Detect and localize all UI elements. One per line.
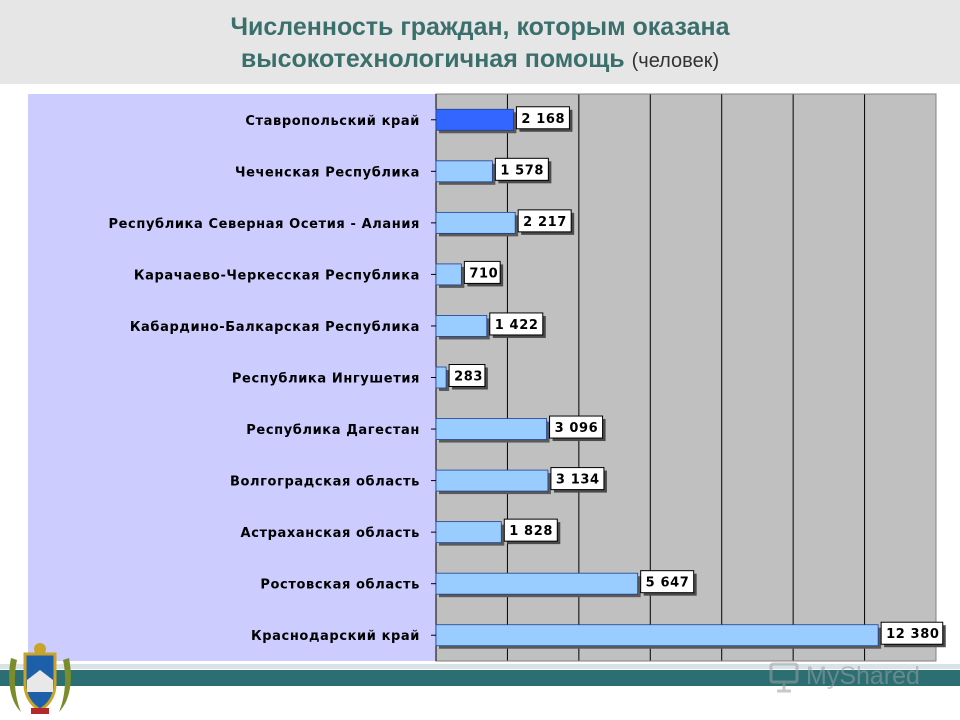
category-labels: Ставропольский край Чеченская Республика Р… bbox=[109, 114, 436, 644]
data-label: 710 bbox=[469, 266, 498, 281]
data-label: 283 bbox=[454, 370, 483, 385]
data-label-box bbox=[515, 106, 570, 130]
bars bbox=[435, 108, 882, 649]
data-label: 1 828 bbox=[509, 524, 553, 539]
data-label: 2 217 bbox=[523, 215, 567, 230]
data-label: 1 578 bbox=[500, 163, 544, 178]
data-label-box bbox=[503, 518, 558, 542]
data-label-box bbox=[463, 260, 501, 284]
data-label: 3 134 bbox=[556, 473, 600, 488]
chart-title-line-2-text: высокотехнологичная помощь bbox=[240, 45, 625, 73]
footer-bar bbox=[0, 670, 960, 686]
bar bbox=[435, 366, 447, 389]
data-label-box bbox=[494, 157, 549, 181]
bar bbox=[435, 315, 488, 337]
data-label: 1 422 bbox=[495, 318, 539, 333]
chart-unit-label: (человек) bbox=[631, 50, 720, 72]
data-label-box bbox=[489, 312, 544, 336]
bar bbox=[435, 469, 549, 492]
category-label: Республика Ингушетия bbox=[232, 372, 420, 387]
chart-title-line-2: высокотехнологичная помощь (человек) bbox=[0, 45, 960, 74]
plot-area bbox=[436, 94, 936, 661]
data-labels: 2 168 1 578 2 217 710 1 422 283 3 096 3 134 1 82… bbox=[448, 106, 946, 648]
category-label: Республика Дагестан bbox=[246, 423, 420, 438]
gridlines bbox=[435, 93, 937, 662]
title-banner: Численность граждан, которым оказана выс… bbox=[0, 0, 960, 84]
coat-of-arms-icon bbox=[9, 643, 71, 714]
data-label: 5 647 bbox=[646, 576, 690, 591]
data-label-box bbox=[550, 467, 605, 491]
bar bbox=[435, 572, 639, 595]
data-label-box bbox=[880, 621, 944, 645]
category-label: Чеченская Республика bbox=[235, 165, 420, 180]
bar bbox=[435, 263, 462, 286]
bar bbox=[435, 418, 547, 440]
data-label: 2 168 bbox=[521, 112, 565, 127]
data-label: 12 380 bbox=[886, 627, 939, 642]
data-label: 3 096 bbox=[555, 421, 599, 436]
bar bbox=[435, 521, 502, 544]
chart-title-line-1: Численность граждан, которым оказана bbox=[230, 13, 730, 41]
category-label: Краснодарский край bbox=[251, 629, 420, 644]
category-label: Карачаево-Черкесская Республика bbox=[134, 268, 420, 283]
category-label: Астраханская область bbox=[241, 526, 420, 541]
category-label: Волгоградская область bbox=[230, 475, 420, 490]
watermark-text: MyShared bbox=[806, 662, 920, 690]
bar bbox=[435, 624, 879, 647]
category-label: Ставропольский край bbox=[245, 114, 420, 129]
category-label: Кабардино-Балкарская Республика bbox=[130, 320, 420, 335]
data-label-box bbox=[640, 570, 695, 594]
data-label-box bbox=[517, 209, 572, 233]
data-label-box bbox=[549, 415, 604, 439]
footer-stripe bbox=[0, 664, 960, 669]
category-label-panel bbox=[28, 94, 436, 661]
bar bbox=[435, 108, 514, 131]
bar bbox=[435, 211, 516, 234]
category-label: Республика Северная Осетия - Алания bbox=[109, 217, 420, 232]
presentation-screen-icon bbox=[769, 662, 799, 693]
bar bbox=[435, 160, 493, 183]
data-label-box bbox=[448, 364, 486, 387]
watermark: MyShared bbox=[768, 660, 938, 696]
category-label: Ростовская область bbox=[260, 578, 420, 593]
